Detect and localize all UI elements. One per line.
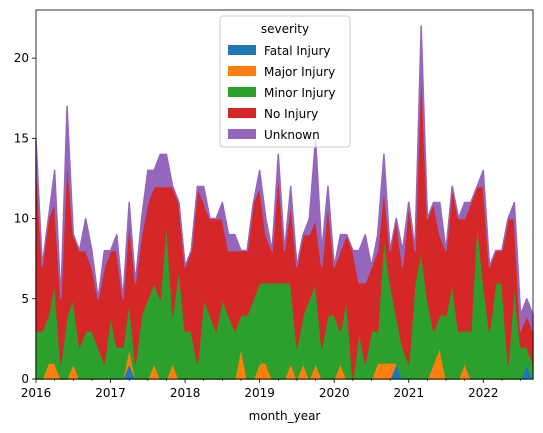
legend-entry-label: No Injury xyxy=(264,107,318,121)
legend-swatch xyxy=(228,108,256,118)
legend-entry-label: Major Injury xyxy=(264,65,335,79)
y-tick-label: 15 xyxy=(14,131,29,145)
legend-entry-label: Unknown xyxy=(264,128,320,142)
x-tick-label: 2022 xyxy=(468,386,499,400)
x-tick-label: 2019 xyxy=(244,386,275,400)
legend-title: severity xyxy=(261,22,309,36)
x-axis-label: month_year xyxy=(249,409,321,423)
x-tick-label: 2021 xyxy=(393,386,424,400)
x-tick-label: 2016 xyxy=(21,386,52,400)
y-axis: 0 5 10 15 20 xyxy=(14,51,36,386)
y-tick-label: 20 xyxy=(14,51,29,65)
legend: severity Fatal Injury Major Injury Minor In… xyxy=(219,15,351,148)
y-tick-label: 0 xyxy=(21,372,29,386)
y-tick-label: 5 xyxy=(21,292,29,306)
legend-entry-label: Minor Injury xyxy=(264,86,336,100)
plot-frame xyxy=(35,9,534,380)
x-tick-label: 2020 xyxy=(319,386,350,400)
x-tick-label: 2018 xyxy=(170,386,201,400)
x-axis: 2016 2017 2018 2019 2020 2021 2022 xyxy=(21,379,521,400)
y-tick-label: 10 xyxy=(14,212,29,226)
legend-swatch xyxy=(228,129,256,139)
legend-swatch xyxy=(228,87,256,97)
x-tick-label: 2017 xyxy=(95,386,126,400)
legend-swatch xyxy=(228,66,256,76)
legend-swatch xyxy=(228,45,256,55)
legend-entry-label: Fatal Injury xyxy=(264,44,330,58)
